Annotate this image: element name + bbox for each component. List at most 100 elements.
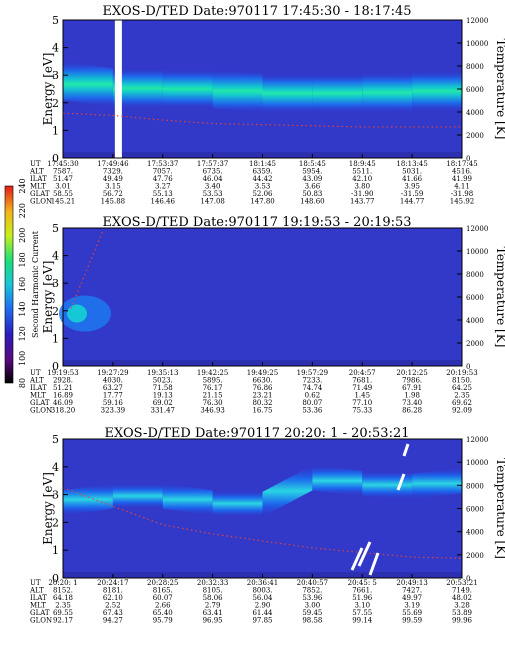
row-value: 99.14 xyxy=(352,617,373,625)
row-label: MLT xyxy=(30,392,46,400)
row-value: 20:20: 1 xyxy=(48,579,77,587)
y2-tick-label: 10000 xyxy=(466,459,488,467)
row-value: 8181. xyxy=(103,587,123,595)
row-value: 76.17 xyxy=(203,384,223,392)
row-value: 7057. xyxy=(153,168,173,176)
row-value: 51.96 xyxy=(352,594,373,602)
data-gap xyxy=(114,20,122,158)
row-value: 7661. xyxy=(352,587,372,595)
row-value: 21.15 xyxy=(203,392,223,400)
row-value: 3.19 xyxy=(404,602,420,610)
colorbar-label: Second Harmonic Current xyxy=(31,230,40,338)
row-value: 4030. xyxy=(103,377,123,385)
row-value: 3.28 xyxy=(454,602,470,610)
row-value: 61.44 xyxy=(252,609,273,617)
row-value: 7233. xyxy=(302,377,322,385)
row-value: 2.66 xyxy=(155,602,171,610)
colorbar-tick-label: 180 xyxy=(18,252,27,267)
y-tick-label: 2 xyxy=(52,97,59,110)
row-label: GLON xyxy=(30,407,52,415)
row-value: 65.40 xyxy=(153,609,173,617)
row-value: 53.96 xyxy=(302,594,323,602)
row-value: 5895. xyxy=(203,377,223,385)
y2-tick-label: 0 xyxy=(466,363,470,371)
row-value: 3.10 xyxy=(354,602,370,610)
row-value: 1.98 xyxy=(404,392,420,400)
row-value: 2928. xyxy=(53,377,73,385)
panel-3: EXOS-D/TED Date:970117 20:20: 1 - 20:53:… xyxy=(29,426,505,625)
energy-band-segment xyxy=(362,470,413,499)
row-value: 17:45:30 xyxy=(47,160,78,168)
y-axis-label: Energy [eV] xyxy=(41,261,55,334)
y-tick-label: 4 xyxy=(52,250,59,263)
energy-band-segment xyxy=(312,73,363,113)
row-value: 6359. xyxy=(252,168,272,176)
row-value: 7149. xyxy=(452,587,472,595)
energy-band-segment xyxy=(162,69,213,109)
row-value: 20:24:17 xyxy=(97,579,128,587)
row-label: UT xyxy=(30,579,41,587)
row-value: 67.91 xyxy=(402,384,422,392)
row-value: 3.00 xyxy=(305,602,321,610)
row-value: 17:53:37 xyxy=(147,160,178,168)
row-value: 20:45: 5 xyxy=(348,579,377,587)
row-value: 18:17:45 xyxy=(446,160,477,168)
y-tick-label: 0 xyxy=(52,572,59,585)
row-label: UT xyxy=(30,160,41,168)
row-value: 0.62 xyxy=(305,392,321,400)
y-tick-label: 4 xyxy=(52,461,59,474)
row-label: MLT xyxy=(30,602,46,610)
row-value: 41.99 xyxy=(452,175,472,183)
row-value: 20:40:57 xyxy=(297,579,328,587)
row-value: 19:42:25 xyxy=(197,369,228,377)
y-tick-label: 3 xyxy=(52,69,59,82)
row-value: -31.90 xyxy=(351,190,373,198)
energy-band-segment xyxy=(112,68,163,109)
row-value: 69.55 xyxy=(53,609,73,617)
energy-band-segment xyxy=(162,483,213,516)
row-value: 53.89 xyxy=(452,609,472,617)
row-value: 96.95 xyxy=(203,617,223,625)
panel-title: EXOS-D/TED Date:970117 17:45:30 - 18:17:… xyxy=(102,4,411,19)
row-value: 76.86 xyxy=(252,384,273,392)
row-value: 8150. xyxy=(452,377,472,385)
energy-band-segment xyxy=(63,61,113,107)
y-tick-label: 1 xyxy=(52,544,59,557)
row-label: GLAT xyxy=(30,190,50,198)
y-tick-label: 2 xyxy=(52,516,59,529)
row-value: 99.96 xyxy=(452,617,473,625)
y2-tick-label: 4000 xyxy=(466,317,484,325)
row-value: -31.59 xyxy=(401,190,423,198)
y2-tick-label: 0 xyxy=(466,575,470,583)
row-label: ALT xyxy=(29,587,44,595)
energy-band-segment xyxy=(112,483,163,509)
y-tick-label: 3 xyxy=(52,277,59,290)
row-value: 55.69 xyxy=(402,609,422,617)
energy-band-segment xyxy=(212,69,263,113)
row-value: 19:49:25 xyxy=(247,369,278,377)
y-tick-label: 0 xyxy=(52,152,59,165)
row-value: 69.02 xyxy=(153,399,173,407)
row-value: 46.09 xyxy=(53,399,73,407)
y2-tick-label: 12000 xyxy=(466,17,488,25)
row-value: 5511. xyxy=(352,168,372,176)
temperature-trace xyxy=(62,487,463,559)
row-value: 51.21 xyxy=(53,384,73,392)
row-value: 43.09 xyxy=(302,175,322,183)
row-value: 5023. xyxy=(153,377,173,385)
colorbar: 80 100 120 140 160 180 200 220 240 Second Harmoni… xyxy=(4,178,40,388)
row-label: ALT xyxy=(29,377,44,385)
y-tick-label: 5 xyxy=(52,433,59,446)
white-streak xyxy=(396,473,406,491)
row-value: 7681. xyxy=(352,377,372,385)
y2-tick-label: 2000 xyxy=(466,552,484,560)
row-value: 47.76 xyxy=(153,175,174,183)
white-streak xyxy=(350,547,364,571)
row-value: 147.08 xyxy=(200,198,225,206)
row-value: 57.55 xyxy=(352,609,372,617)
row-value: 59.45 xyxy=(302,609,322,617)
y2-tick-label: 12000 xyxy=(466,436,488,444)
y-tick-label: 5 xyxy=(52,222,59,235)
energy-band-segment xyxy=(262,73,313,113)
row-value: 94.27 xyxy=(103,617,123,625)
